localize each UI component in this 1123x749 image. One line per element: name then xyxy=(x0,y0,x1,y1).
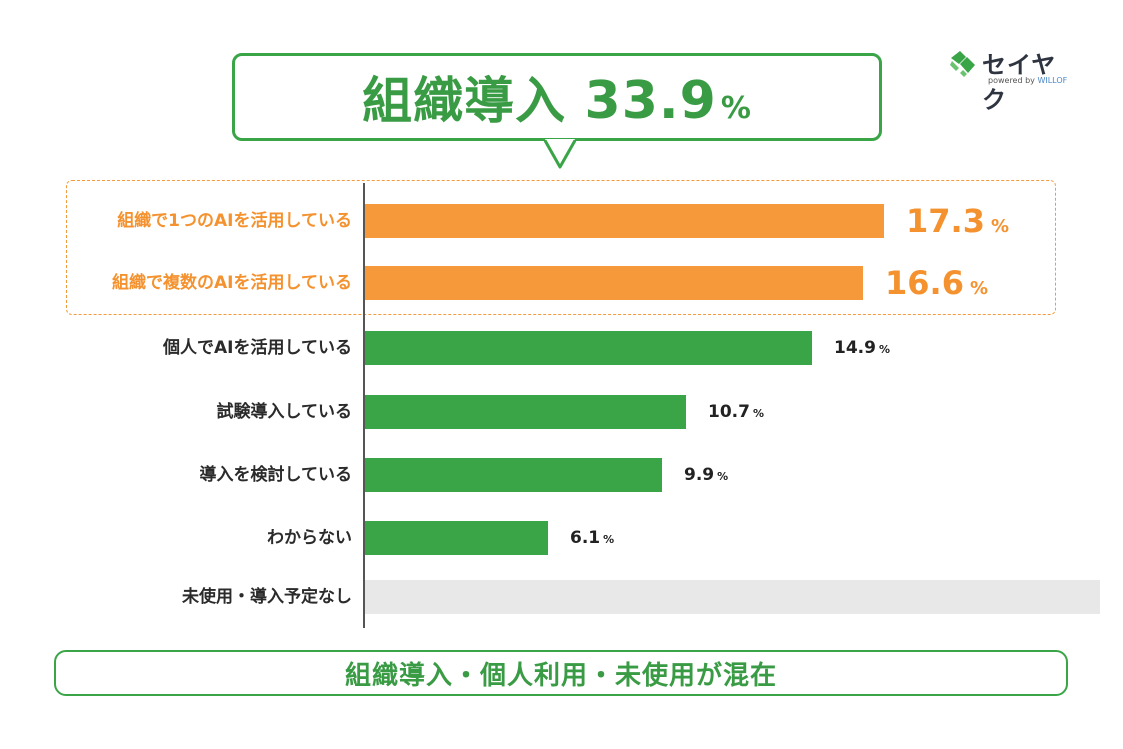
value-unit: % xyxy=(717,470,729,483)
bar-row-3: 個人でAIを活用している 14.9% xyxy=(0,331,1123,365)
value-unit: % xyxy=(990,216,1009,237)
bar-row-4: 試験導入している 10.7% xyxy=(0,395,1123,429)
category-label: 未使用・導入予定なし xyxy=(182,587,352,607)
bar-row-5: 導入を検討している 9.9% xyxy=(0,458,1123,492)
value-number: 10.7 xyxy=(708,402,750,422)
value-label: 10.7% xyxy=(708,395,764,429)
bar xyxy=(365,266,863,300)
category-label: 組織で複数のAIを活用している xyxy=(112,273,352,293)
value-label: 14.9% xyxy=(834,331,890,365)
bar xyxy=(365,458,662,492)
callout-headline: 組織導入 33.9% xyxy=(362,61,752,133)
category-label: 組織で1つのAIを活用している xyxy=(117,211,352,231)
category-label: 導入を検討している xyxy=(199,465,353,485)
callout-prefix: 組織導入 xyxy=(362,72,567,130)
value-number: 16.6 xyxy=(885,264,964,302)
callout-tail xyxy=(543,139,577,169)
category-label: 試験導入している xyxy=(216,402,353,422)
bar-row-6: わからない 6.1% xyxy=(0,521,1123,555)
bar xyxy=(365,521,548,555)
value-label: 9.9% xyxy=(684,458,728,492)
y-axis-line xyxy=(363,183,365,628)
bar-row-7: 未使用・導入予定なし 24.5% xyxy=(0,580,1123,614)
value-label: 6.1% xyxy=(570,521,614,555)
callout-number: 33.9 xyxy=(584,71,717,131)
bar xyxy=(365,331,812,365)
value-label: 17.3% xyxy=(906,202,1009,240)
value-label: 16.6% xyxy=(885,264,988,302)
logo-powered-by: powered by WILLOF xyxy=(988,76,1067,85)
bar xyxy=(365,580,1100,614)
willof-brand: WILLOF xyxy=(1037,76,1068,85)
value-unit: % xyxy=(969,278,988,299)
bar-row-1: 組織で1つのAIを活用している 17.3% xyxy=(0,202,1123,240)
value-unit: % xyxy=(603,533,615,546)
bar-row-2: 組織で複数のAIを活用している 16.6% xyxy=(0,264,1123,302)
organization-adoption-highlight xyxy=(66,180,1056,315)
bar xyxy=(365,395,686,429)
category-label: わからない xyxy=(267,528,352,548)
summary-callout: 組織導入 33.9% xyxy=(232,53,882,141)
value-unit: % xyxy=(752,407,764,420)
bar xyxy=(365,204,884,238)
footer-summary-box: 組織導入・個人利用・未使用が混在 xyxy=(54,650,1068,696)
seiyaku-logo: セイヤク powered by WILLOF xyxy=(948,45,1078,114)
value-unit: % xyxy=(878,343,890,356)
logo-name: セイヤク xyxy=(982,51,1057,114)
footer-text: 組織導入・個人利用・未使用が混在 xyxy=(344,660,777,691)
value-number: 6.1 xyxy=(570,528,601,548)
value-number: 9.9 xyxy=(684,465,715,485)
callout-unit: % xyxy=(720,91,752,126)
powered-by-text: powered by xyxy=(988,76,1035,85)
handshake-icon xyxy=(950,51,975,77)
category-label: 個人でAIを活用している xyxy=(163,338,352,358)
value-number: 14.9 xyxy=(834,338,876,358)
value-number: 17.3 xyxy=(906,202,985,240)
